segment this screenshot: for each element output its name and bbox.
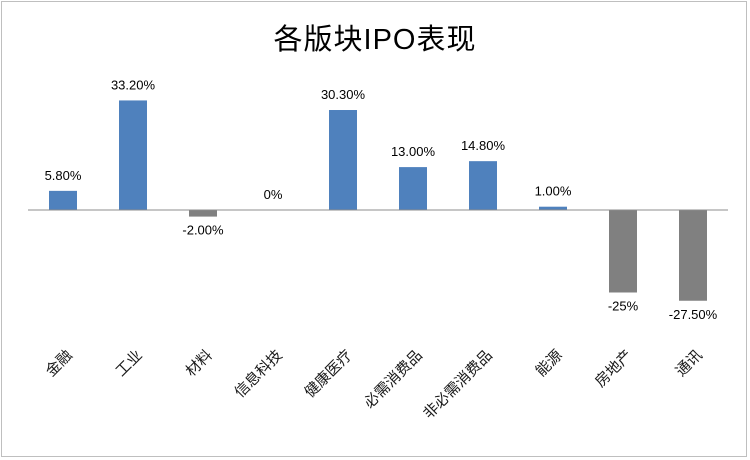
bar-2	[119, 100, 147, 210]
category-label-10: 通讯	[672, 346, 706, 380]
data-label-7: 14.80%	[461, 138, 506, 153]
bar-5	[329, 110, 357, 210]
category-label-4: 信息科技	[231, 346, 286, 401]
bar-10	[679, 210, 707, 301]
category-label-6: 必需消费品	[360, 346, 426, 412]
data-label-3: -2.00%	[182, 223, 224, 238]
data-labels-layer: 5.80% 33.20% -2.00% 0% 30.30% 13.00% 14.80% 1.0…	[45, 77, 718, 321]
data-label-4: 0%	[264, 187, 283, 202]
data-label-6: 13.00%	[391, 144, 436, 159]
data-label-8: 1.00%	[535, 184, 572, 199]
data-label-5: 30.30%	[321, 87, 366, 102]
category-label-7: 非必需消费品	[419, 346, 495, 422]
bars-layer	[49, 100, 707, 301]
category-label-2: 工业	[112, 346, 146, 380]
category-label-5: 健康医疗	[301, 346, 356, 401]
data-label-10: -27.50%	[669, 307, 718, 322]
category-label-1: 金融	[42, 346, 76, 380]
bar-3	[189, 210, 217, 217]
bar-6	[399, 167, 427, 210]
bar-8	[539, 206, 567, 210]
category-label-9: 房地产	[591, 346, 636, 391]
category-label-3: 材料	[182, 346, 216, 380]
bar-1	[49, 190, 77, 210]
data-label-9: -25%	[608, 299, 639, 314]
data-label-2: 33.20%	[111, 77, 156, 92]
bar-9	[609, 210, 637, 293]
chart-title: 各版块IPO表现	[273, 24, 477, 56]
data-label-1: 5.80%	[45, 168, 82, 183]
bar-7	[469, 161, 497, 210]
category-label-8: 能源	[532, 346, 566, 380]
